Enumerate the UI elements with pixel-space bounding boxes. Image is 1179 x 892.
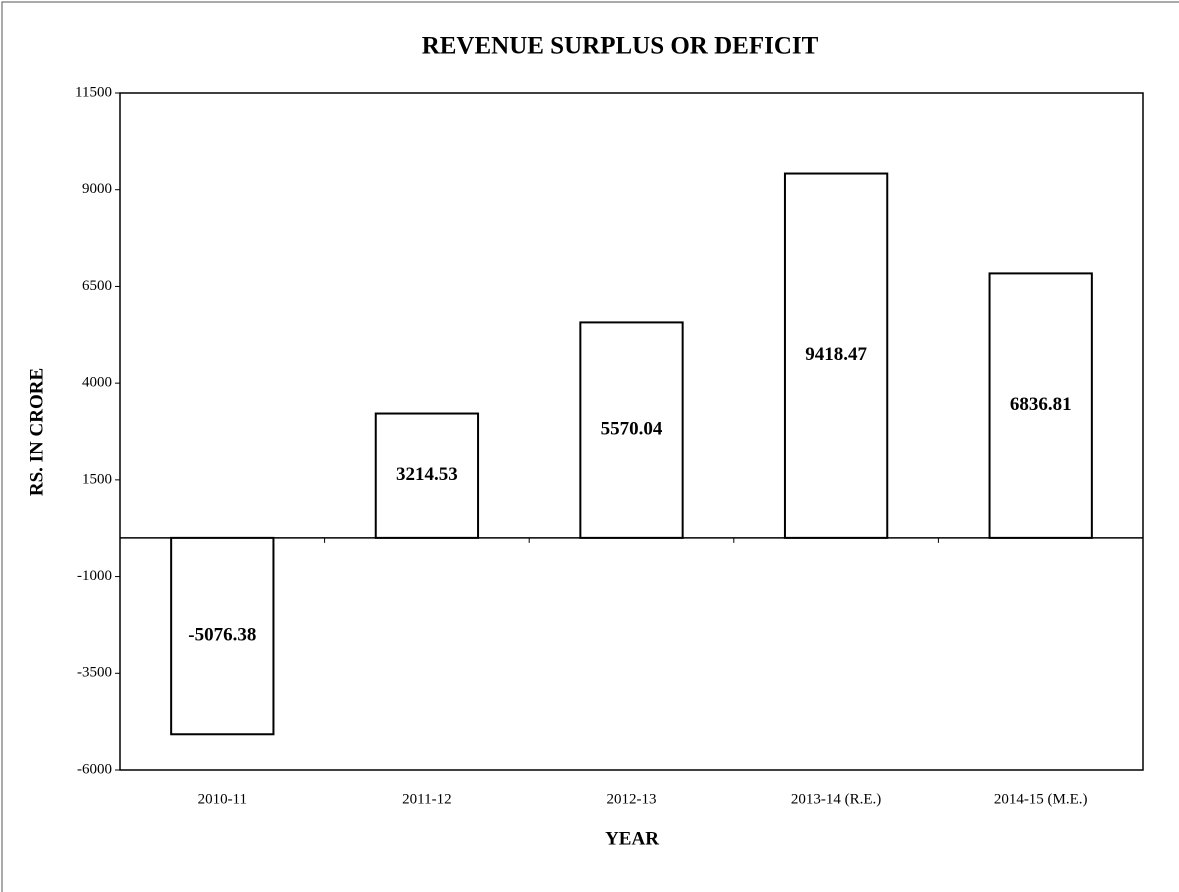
bar [579, 321, 684, 539]
y-tick-label: -1000 [77, 568, 112, 584]
y-axis-label: RS. IN CRORE [26, 368, 47, 496]
y-tick-label: 4000 [82, 375, 112, 391]
bar [170, 536, 275, 736]
x-tick-label: 2013-14 (R.E.) [791, 791, 881, 807]
bar [374, 412, 480, 539]
y-tick-label: 9000 [82, 181, 112, 197]
y-tick-label: -3500 [77, 665, 112, 681]
x-tick-label: 2010-11 [198, 791, 247, 807]
y-tick-label: 1500 [82, 471, 112, 487]
plot-area [119, 92, 1144, 771]
data-label: 6836.81 [1010, 394, 1072, 415]
data-label: 9418.47 [805, 344, 867, 365]
data-label: 5570.04 [601, 419, 663, 440]
x-tick-label: 2014-15 (M.E.) [994, 791, 1088, 807]
x-axis-label: YEAR [605, 828, 659, 849]
y-tick-label: -6000 [77, 761, 112, 777]
x-tick-label: 2012-13 [607, 791, 657, 807]
y-tick-label: 6500 [82, 278, 112, 294]
bar [988, 272, 1093, 539]
data-label: 3214.53 [396, 464, 458, 485]
bar [783, 172, 889, 539]
data-label: -5076.38 [188, 624, 256, 645]
y-tick-label: 11500 [75, 84, 112, 100]
x-tick-label: 2011-12 [402, 791, 451, 807]
chart-title: REVENUE SURPLUS OR DEFICIT [422, 33, 819, 60]
